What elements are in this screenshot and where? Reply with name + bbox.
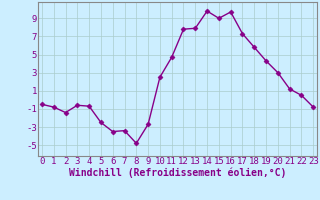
X-axis label: Windchill (Refroidissement éolien,°C): Windchill (Refroidissement éolien,°C) (69, 168, 286, 178)
